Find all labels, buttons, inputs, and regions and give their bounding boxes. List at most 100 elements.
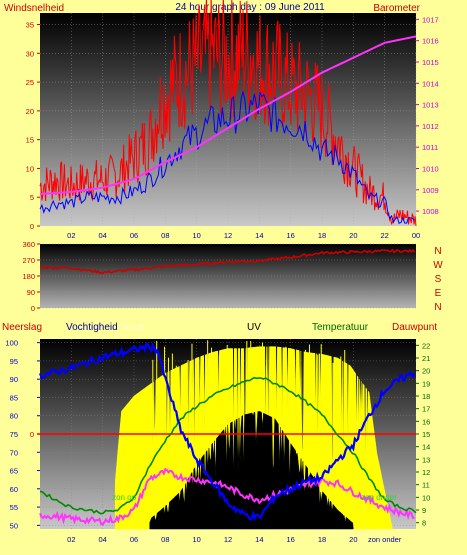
wind-y-tick-label: 30 [26, 49, 34, 58]
barometer-y-tick-label: 1016 [422, 37, 439, 46]
wind-x-tick-label: 16 [286, 231, 294, 240]
barometer-y-tick-label: 1009 [422, 186, 439, 195]
wind-x-tick-label: 00 [412, 231, 420, 240]
humidity-x-tick-label: 08 [161, 535, 169, 544]
wind-y-tick-label: 5 [30, 193, 34, 202]
wind-x-tick-label: 06 [130, 231, 138, 240]
temperature-y-tick-label: 22 [422, 341, 430, 350]
direction-y-tick-label: 360 [22, 240, 35, 249]
compass-label: N [434, 246, 441, 257]
barometer-y-tick-label: 1015 [422, 58, 439, 67]
temperature-y-tick-label: 21 [422, 354, 430, 363]
chart-title: 24 hour graph day : 09 June 2011 [175, 2, 325, 13]
humidity-x-tick-label: 12 [224, 535, 232, 544]
wind-x-tick-label: 22 [380, 231, 388, 240]
humidity-y-tick-label: 100 [5, 339, 18, 348]
barometer-y-tick-label: 1012 [422, 122, 439, 131]
humidity-x-tick-label: 16 [286, 535, 294, 544]
sunrise-label: zon op [112, 493, 137, 502]
temperature-y-tick-label: 16 [422, 417, 430, 426]
barometer-label: Barometer [373, 3, 420, 14]
wind-speed-label: Windsnelheid [4, 3, 64, 14]
wind-y-tick-label: 20 [26, 107, 34, 116]
humidity-y-tick-label: 70 [10, 448, 18, 457]
compass-label: E [435, 288, 442, 299]
humidity-y-tick-label: 80 [10, 412, 18, 421]
temperature-line [39, 376, 417, 515]
barometer-y-tick-label: 1008 [422, 207, 439, 216]
humidity-line [38, 341, 416, 522]
wind-gust-line [39, 0, 417, 227]
temperature-y-tick-label: 20 [422, 367, 430, 376]
wind-y-tick-label: 25 [26, 78, 34, 87]
humidity-x-tick-label: 04 [98, 535, 106, 544]
temperature-y-tick-label: 10 [422, 493, 430, 502]
humidity-y-tick-label: 50 [10, 521, 18, 530]
solar-label: Solar [122, 322, 146, 333]
humidity-x-tick-label: 10 [192, 535, 200, 544]
wind-y-tick-label: 10 [26, 164, 34, 173]
sunset-label: zon onder [361, 493, 397, 502]
direction-y-tick-label: 0 [31, 304, 35, 313]
wind-y-tick-label: 35 [26, 21, 34, 30]
temperature-y-tick-label: 17 [422, 405, 430, 414]
humidity-y-tick-label: 90 [10, 375, 18, 384]
wind-x-tick-label: 14 [255, 231, 263, 240]
uv-area [149, 411, 354, 530]
humidity-y-tick-label: 75 [10, 430, 18, 439]
wind-layer: 0510152025303510081009101010111012101310… [26, 0, 439, 240]
precipitation-label: Neerslag [2, 322, 42, 333]
humidity-y-tick-label: 60 [10, 485, 18, 494]
barometer-y-tick-label: 1011 [422, 143, 438, 152]
humidity-y-tick-label: 85 [10, 393, 18, 402]
wind-y-tick-label: 15 [26, 136, 34, 145]
rain-axis-label: 0 [30, 430, 34, 439]
temperature-y-tick-label: 11 [422, 481, 430, 490]
wind-x-tick-label: 18 [318, 231, 326, 240]
humidity-x-tick-label: 02 [67, 535, 75, 544]
barometer-y-tick-label: 1014 [422, 79, 439, 88]
temperature-y-tick-label: 14 [422, 443, 430, 452]
uv-label: UV [247, 322, 261, 333]
temperature-y-tick-label: 12 [422, 468, 430, 477]
direction-y-tick-label: 90 [27, 288, 35, 297]
humidity-y-tick-label: 95 [10, 357, 18, 366]
wind-x-tick-label: 08 [161, 231, 169, 240]
wind-x-tick-label: 20 [349, 231, 357, 240]
humidity-layer: 5055606570758085909510089101112131415161… [5, 339, 430, 544]
wind-direction-line [39, 248, 416, 275]
barometer-y-tick-label: 1017 [422, 15, 439, 24]
humidity-label: Vochtigheid [66, 322, 118, 333]
barometer-y-tick-label: 1013 [422, 101, 439, 110]
temperature-y-tick-label: 13 [422, 455, 430, 464]
humidity-y-tick-label: 55 [10, 503, 18, 512]
temperature-y-tick-label: 9 [422, 506, 426, 515]
wind-y-tick-label: 0 [30, 222, 34, 231]
humidity-y-tick-label: 65 [10, 467, 18, 476]
barometer-line [39, 35, 417, 196]
wind-x-tick-label: 12 [224, 231, 232, 240]
compass-label: N [434, 302, 441, 313]
humidity-x-tick-label: 20 [349, 535, 357, 544]
dewpoint-line [39, 467, 415, 526]
direction-y-tick-label: 270 [22, 256, 35, 265]
temperature-y-tick-label: 15 [422, 430, 430, 439]
wind-x-tick-label: 02 [67, 231, 75, 240]
compass-label: S [435, 274, 442, 285]
humidity-x-tick-label: 18 [318, 535, 326, 544]
dewpoint-label: Dauwpunt [392, 322, 437, 333]
wind-x-tick-label: 10 [192, 231, 200, 240]
barometer-y-tick-label: 1010 [422, 164, 439, 173]
wind-average-line [39, 90, 415, 224]
temperature-y-tick-label: 8 [422, 519, 426, 528]
temperature-y-tick-label: 19 [422, 379, 430, 388]
sunset-x-tick-label: zon onder [368, 535, 402, 544]
temperature-y-tick-label: 18 [422, 392, 430, 401]
wind-x-tick-label: 04 [98, 231, 106, 240]
temperature-label: Temperatuur [312, 322, 369, 333]
humidity-x-tick-label: 14 [255, 535, 263, 544]
direction-panel [40, 244, 416, 308]
